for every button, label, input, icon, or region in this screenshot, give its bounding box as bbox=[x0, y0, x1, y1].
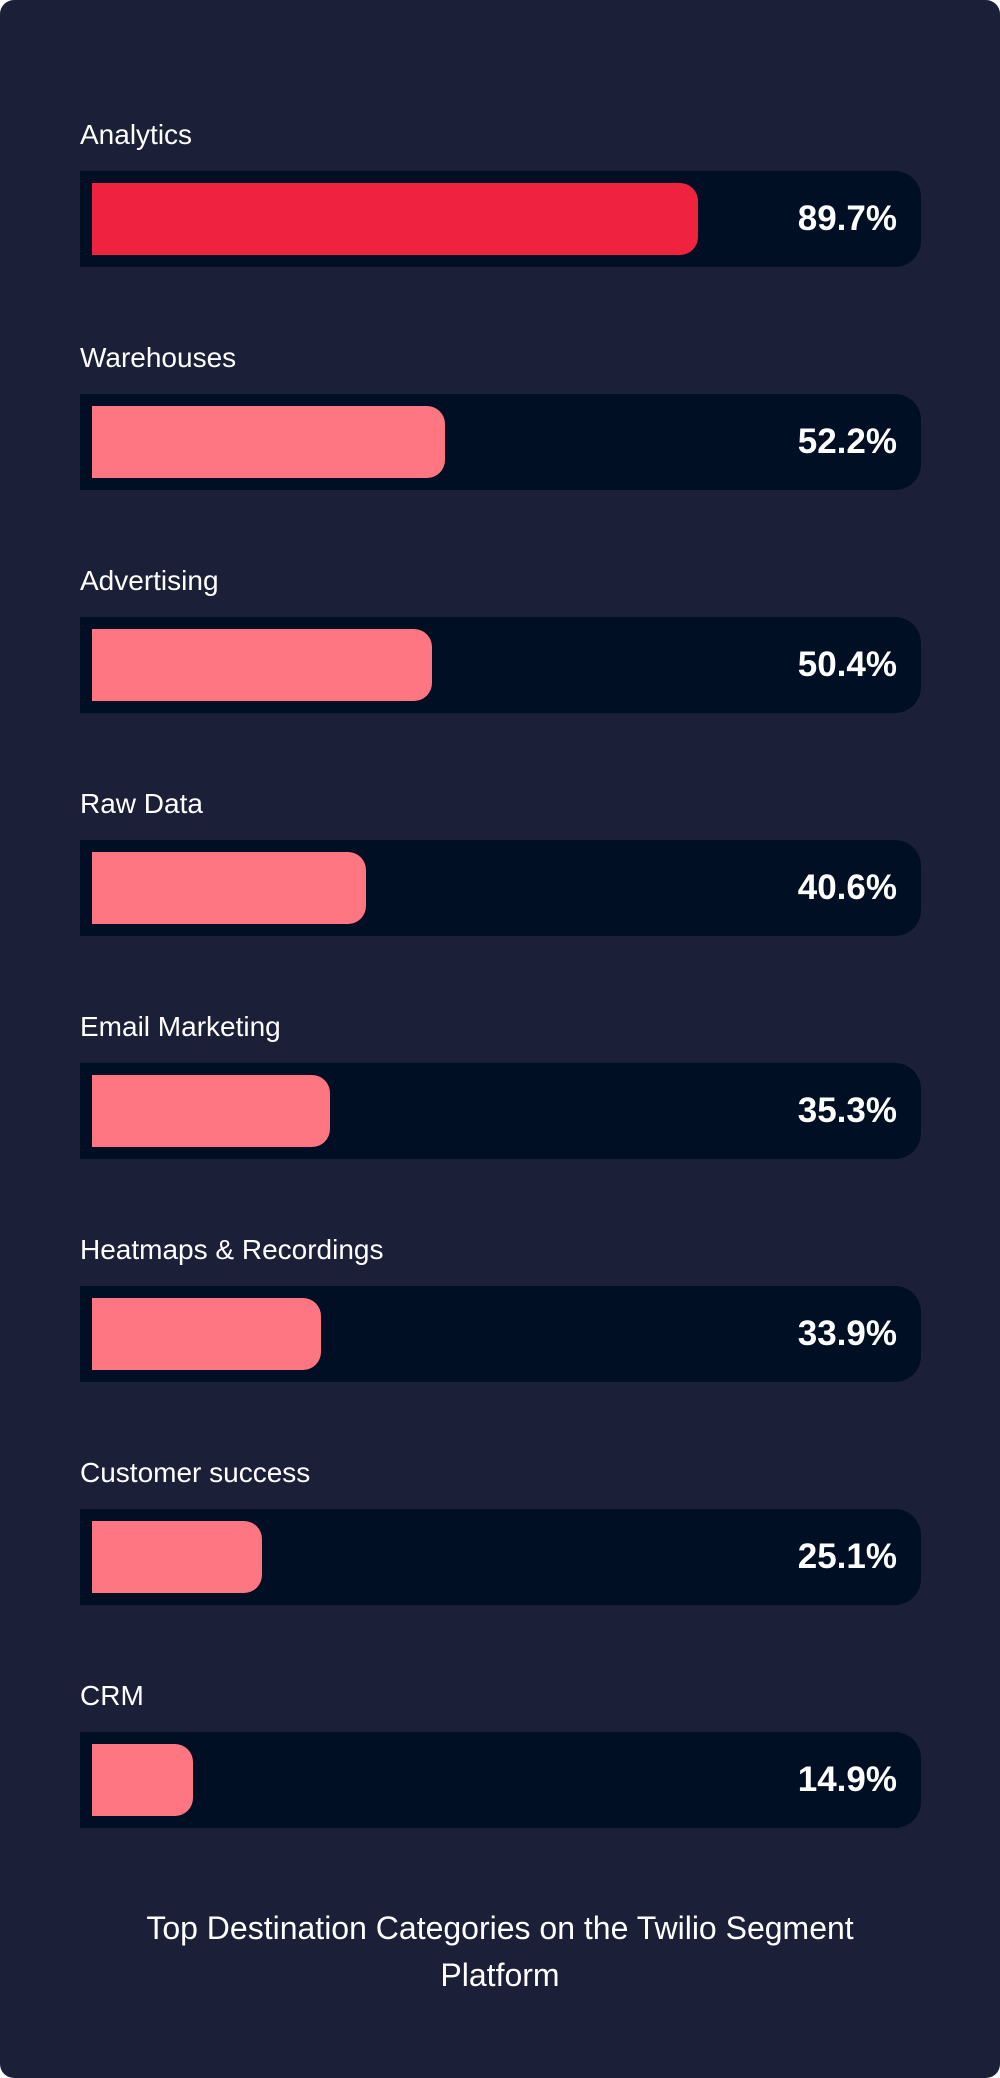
category-label: Warehouses bbox=[80, 342, 237, 373]
bar-fill bbox=[92, 852, 367, 924]
value-label: 40.6% bbox=[797, 868, 897, 907]
category-label: Advertising bbox=[80, 565, 219, 596]
category-label: Raw Data bbox=[80, 788, 203, 819]
bar-track: 33.9% bbox=[80, 1286, 921, 1382]
bar-track: 52.2% bbox=[80, 394, 921, 490]
bar-track: 40.6% bbox=[80, 840, 921, 936]
category-label: Email Marketing bbox=[80, 1011, 281, 1042]
value-label: 52.2% bbox=[797, 422, 897, 461]
bar-fill bbox=[92, 629, 433, 701]
bar-track: 89.7% bbox=[80, 171, 921, 267]
category-label: Heatmaps & Recordings bbox=[80, 1234, 384, 1265]
bar-fill bbox=[92, 1298, 322, 1370]
bar-track: 25.1% bbox=[80, 1509, 921, 1605]
category-label: CRM bbox=[80, 1680, 144, 1711]
value-label: 35.3% bbox=[797, 1091, 897, 1130]
bar-track: 14.9% bbox=[80, 1732, 921, 1828]
bar-fill bbox=[92, 406, 445, 478]
bar-fill bbox=[92, 183, 698, 255]
value-label: 33.9% bbox=[797, 1314, 897, 1353]
category-label: Analytics bbox=[80, 119, 193, 150]
value-label: 50.4% bbox=[797, 645, 897, 684]
category-label: Customer success bbox=[80, 1457, 311, 1488]
bar-fill bbox=[92, 1744, 193, 1816]
bar-track: 35.3% bbox=[80, 1063, 921, 1159]
bar-fill bbox=[92, 1521, 262, 1593]
bar-track: 50.4% bbox=[80, 617, 921, 713]
value-label: 89.7% bbox=[797, 199, 897, 238]
bar-fill bbox=[92, 1075, 331, 1147]
value-label: 14.9% bbox=[797, 1760, 897, 1799]
value-label: 25.1% bbox=[797, 1537, 897, 1576]
chart-title: Top Destination Categories on the Twilio… bbox=[146, 1910, 854, 1993]
